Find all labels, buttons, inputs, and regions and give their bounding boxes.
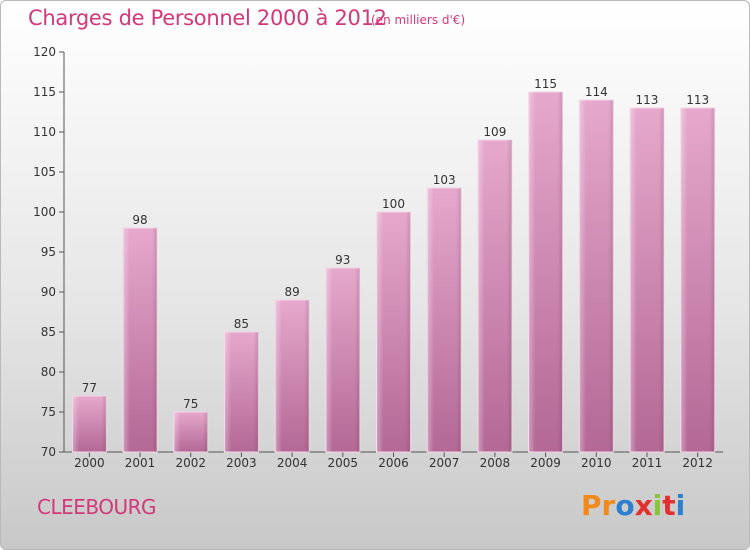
commune-name: CLEEBOURG (37, 495, 157, 519)
y-tick-label: 70 (41, 445, 56, 459)
bar-shading (427, 188, 462, 452)
y-tick-label: 75 (41, 405, 56, 419)
bar-shading (173, 412, 208, 452)
bar-2004 (274, 299, 310, 453)
x-tick-label: 2007 (429, 456, 460, 470)
bar-2010 (578, 99, 614, 453)
y-tick-label: 115 (33, 85, 56, 99)
bars (71, 91, 716, 453)
x-tick-label: 2002 (175, 456, 206, 470)
data-label: 114 (585, 85, 608, 99)
data-label: 77 (82, 381, 97, 395)
bar-shading (680, 108, 715, 452)
bar-2005 (325, 267, 361, 453)
data-label: 85 (234, 317, 249, 331)
bar-2000 (71, 395, 107, 453)
x-tick-label: 2008 (480, 456, 511, 470)
x-tick-label: 2006 (378, 456, 409, 470)
data-labels: 77 98 75 85 89 93 100 103 109 115 114 113 113 (82, 77, 709, 411)
axes: 70 75 80 85 90 95 100 105 110 115 120 2000 2001 2002 2… (33, 45, 723, 470)
bar-2012 (680, 107, 716, 453)
bar-shading (275, 300, 310, 452)
data-label: 115 (534, 77, 557, 91)
bar-2007 (426, 187, 462, 453)
y-tick-label: 105 (33, 165, 56, 179)
chart-title: Charges de Personnel 2000 à 2012 (28, 6, 387, 30)
y-tick-label: 100 (33, 205, 56, 219)
data-label: 109 (483, 125, 506, 139)
bar-2002 (173, 411, 209, 453)
x-tick-label: 2003 (226, 456, 257, 470)
y-tick-label: 85 (41, 325, 56, 339)
bar-2011 (629, 107, 665, 453)
x-tick-label: 2011 (632, 456, 663, 470)
logo-letter: o (615, 489, 635, 522)
x-tick-label: 2000 (74, 456, 105, 470)
y-tick-label: 80 (41, 365, 56, 379)
data-label: 103 (433, 173, 456, 187)
bar-shading (376, 212, 411, 452)
bar-shading (629, 108, 664, 452)
bar-2003 (223, 331, 259, 453)
data-label: 75 (183, 397, 198, 411)
logo-letter: r (601, 489, 616, 522)
x-tick-label: 2012 (682, 456, 713, 470)
data-label: 113 (686, 93, 709, 107)
bar-shading (72, 396, 107, 452)
logo-letter: x (634, 489, 653, 522)
data-label: 100 (382, 197, 405, 211)
bar-shading (528, 92, 563, 452)
bar-shading (325, 268, 360, 452)
x-tick-label: 2004 (277, 456, 308, 470)
y-tick-label: 110 (33, 125, 56, 139)
y-tick-label: 90 (41, 285, 56, 299)
bar-2009 (528, 91, 564, 453)
logo-letter: i (675, 489, 686, 522)
data-label: 113 (636, 93, 659, 107)
x-tick-label: 2009 (530, 456, 561, 470)
bar-shading (123, 228, 158, 452)
chart-subtitle: (en milliers d'€) (371, 13, 466, 27)
data-label: 98 (132, 213, 147, 227)
x-tick-label: 2001 (125, 456, 156, 470)
bar-2008 (477, 139, 513, 453)
bar-shading (224, 332, 259, 452)
data-label: 89 (284, 285, 299, 299)
bar-shading (579, 100, 614, 452)
y-tick-label: 120 (33, 45, 56, 59)
x-tick-label: 2010 (581, 456, 612, 470)
data-label: 93 (335, 253, 350, 267)
proxiti-logo[interactable]: Proxiti (581, 489, 685, 522)
y-tick-label: 95 (41, 245, 56, 259)
logo-letter: P (581, 489, 602, 522)
bar-2001 (122, 227, 158, 453)
logo-letter: t (662, 489, 676, 522)
x-tick-label: 2005 (328, 456, 359, 470)
bar-2006 (376, 211, 411, 453)
bar-shading (477, 140, 512, 452)
logo-letter: i (652, 489, 663, 522)
